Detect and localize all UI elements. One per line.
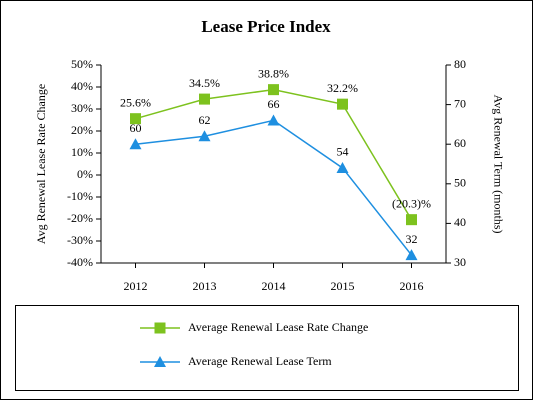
x-tick-label: 2016	[400, 279, 424, 293]
y2-tick-label: 60	[454, 136, 466, 150]
y2-tick-label: 50	[454, 176, 466, 190]
y-tick-label: -10%	[67, 189, 93, 203]
y-tick-label: -20%	[67, 211, 93, 225]
data-point	[267, 114, 280, 126]
data-point	[130, 113, 141, 125]
legend-label: Average Renewal Lease Term	[188, 354, 332, 368]
data-label: 62	[199, 113, 211, 127]
data-point	[129, 138, 142, 150]
chart-title: Lease Price Index	[201, 17, 331, 36]
y-axis-label: Avg Renewal Lease Rate Change	[34, 84, 48, 244]
y-tick-label: 20%	[71, 123, 93, 137]
data-point	[405, 249, 418, 261]
y-tick-label: 0%	[77, 167, 93, 181]
x-tick-label: 2013	[193, 279, 217, 293]
legend-label: Average Renewal Lease Rate Change	[188, 320, 368, 334]
x-tick-label: 2014	[262, 279, 286, 293]
y2-tick-label: 80	[454, 57, 466, 71]
y-tick-label: -40%	[67, 255, 93, 269]
y-tick-label: 50%	[71, 57, 93, 71]
data-point	[336, 161, 349, 173]
y2-axis-label: Avg Renewal Term (months)	[491, 94, 505, 233]
y2-tick-label: 40	[454, 215, 466, 229]
y-tick-label: 40%	[71, 79, 93, 93]
data-label: 32.2%	[327, 81, 358, 95]
data-point	[337, 98, 348, 110]
legend-marker	[154, 322, 166, 334]
data-label: 25.6%	[120, 95, 151, 109]
data-label: 54	[337, 145, 349, 159]
y-tick-label: 30%	[71, 101, 93, 115]
data-point	[199, 93, 210, 105]
data-label: 34.5%	[189, 76, 220, 90]
data-label: 60	[130, 121, 142, 135]
x-tick-label: 2012	[124, 279, 148, 293]
data-label: 66	[268, 97, 280, 111]
data-point	[406, 214, 417, 226]
legend-marker	[154, 356, 166, 367]
y2-tick-label: 30	[454, 255, 466, 269]
data-point	[268, 84, 279, 96]
y2-tick-label: 70	[454, 96, 466, 110]
data-label: 32	[406, 232, 418, 246]
y-tick-label: -30%	[67, 233, 93, 247]
data-point	[198, 130, 211, 142]
legend-box	[15, 305, 519, 391]
data-label: 38.8%	[258, 66, 289, 80]
x-tick-label: 2015	[331, 279, 355, 293]
data-label: (20.3)%	[392, 196, 431, 210]
y-tick-label: 10%	[71, 145, 93, 159]
